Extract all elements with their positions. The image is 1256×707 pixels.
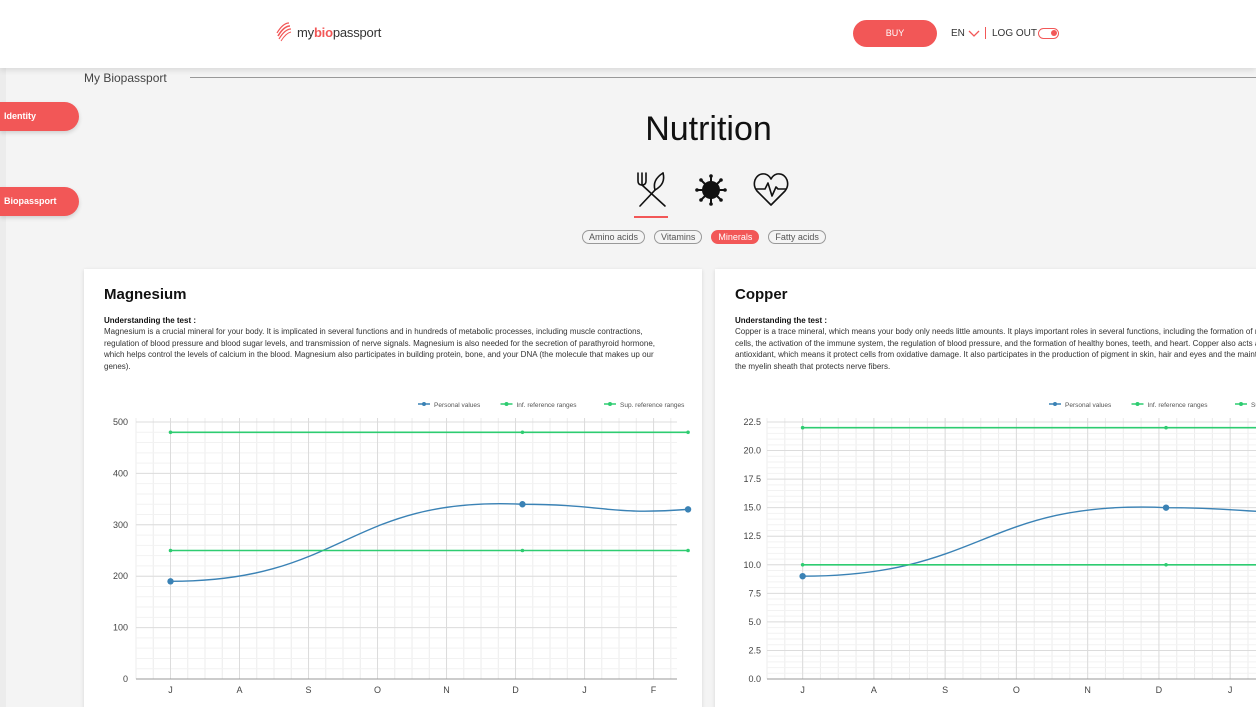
- data-point: [167, 578, 174, 585]
- y-tick-label: 10.0: [743, 560, 761, 570]
- y-tick-label: 22.5: [743, 417, 761, 427]
- data-point: [1164, 425, 1168, 430]
- x-tick-label: J: [1228, 685, 1233, 695]
- legend-marker: [1239, 402, 1243, 406]
- y-tick-label: 17.5: [743, 474, 761, 484]
- legend-label: Inf. reference ranges: [517, 402, 578, 409]
- logout-toggle[interactable]: [1038, 28, 1059, 39]
- data-point: [519, 501, 526, 508]
- card-description: Magnesium is a crucial mineral for your …: [104, 327, 655, 372]
- legend-marker: [608, 402, 612, 406]
- card-description: Copper is a trace mineral, which means y…: [735, 327, 1256, 372]
- series-line: [170, 503, 689, 583]
- data-point: [686, 548, 690, 553]
- language-selector[interactable]: EN: [951, 28, 980, 39]
- logo[interactable]: mybiopassport: [275, 22, 381, 42]
- legend-label: Sup. reference ranges: [620, 402, 685, 409]
- virus-icon[interactable]: [692, 168, 730, 210]
- magnesium-card: Magnesium Understanding the test : Magne…: [84, 269, 702, 707]
- x-tick-label: F: [651, 685, 657, 695]
- data-point: [686, 430, 690, 435]
- legend-marker: [504, 402, 509, 406]
- data-point: [799, 573, 806, 580]
- x-tick-label: N: [443, 685, 450, 695]
- chevron-down-icon: [968, 30, 980, 37]
- tab-vitamins[interactable]: Vitamins: [654, 230, 703, 244]
- understanding-label: Understanding the test :: [104, 316, 197, 325]
- magnesium-chart: 0 100 200 300 400 500 J A S O N D J F Personal values I…: [113, 402, 692, 695]
- series-line: [802, 506, 1256, 577]
- copper-chart: 0.0 2.5 5.0 7.5 10.0 12.5 15.0 17.5 20.0 22.5 J A S O…: [743, 402, 1256, 695]
- x-tick-label: D: [512, 685, 519, 695]
- sidebar-item-identity[interactable]: Identity: [0, 102, 79, 131]
- logo-icon: [276, 22, 292, 42]
- heart-pulse-icon[interactable]: [752, 168, 790, 210]
- y-tick-label: 5.0: [748, 617, 761, 627]
- data-point: [800, 425, 805, 430]
- category-icons: [632, 168, 790, 218]
- understanding-label: Understanding the test :: [735, 316, 828, 325]
- legend-label: Personal values: [1065, 402, 1112, 409]
- page-title: Nutrition: [645, 110, 772, 148]
- data-point: [520, 548, 525, 553]
- data-point: [168, 548, 173, 553]
- x-tick-label: N: [1084, 685, 1091, 695]
- y-tick-label: 7.5: [748, 588, 761, 598]
- header-separator: [985, 27, 986, 39]
- y-tick-label: 200: [113, 571, 128, 581]
- buy-button[interactable]: BUY: [853, 20, 937, 47]
- y-tick-label: 300: [113, 520, 128, 530]
- legend-label: Personal values: [434, 402, 481, 409]
- legend-label: Sup. reference ranges: [1251, 402, 1256, 409]
- y-tick-label: 0.0: [748, 674, 761, 684]
- tab-fatty-acids[interactable]: Fatty acids: [768, 230, 826, 244]
- data-point: [168, 430, 173, 435]
- x-tick-label: S: [306, 685, 312, 695]
- logo-text: mybiopassport: [297, 24, 382, 40]
- left-edge: [0, 68, 6, 707]
- x-tick-label: O: [374, 685, 381, 695]
- legend-label: Inf. reference ranges: [1148, 402, 1209, 409]
- y-tick-label: 12.5: [743, 531, 761, 541]
- y-tick-label: 0: [123, 674, 128, 684]
- copper-card: Copper Understanding the test : Copper i…: [715, 269, 1256, 707]
- data-point: [1164, 562, 1168, 567]
- y-tick-label: 2.5: [748, 645, 761, 655]
- legend-marker: [1053, 402, 1057, 406]
- legend-marker: [1135, 402, 1140, 406]
- x-tick-label: A: [237, 685, 243, 695]
- x-tick-label: O: [1013, 685, 1020, 695]
- logout-link[interactable]: LOG OUT: [992, 28, 1038, 39]
- tab-minerals[interactable]: Minerals: [711, 230, 760, 244]
- x-tick-label: S: [942, 685, 948, 695]
- y-tick-label: 400: [113, 468, 128, 478]
- top-bar: mybiopassport BUY EN LOG OUT: [0, 0, 1256, 68]
- x-tick-label: A: [871, 685, 877, 695]
- tab-amino-acids[interactable]: Amino acids: [582, 230, 646, 244]
- sidebar-item-biopassport[interactable]: Biopassport: [0, 187, 79, 216]
- nutrient-tabs: Amino acids Vitamins Minerals Fatty acid…: [582, 230, 826, 244]
- language-label: EN: [951, 28, 965, 39]
- x-tick-label: J: [582, 685, 587, 695]
- y-tick-label: 20.0: [743, 446, 761, 456]
- x-tick-label: D: [1156, 685, 1163, 695]
- data-point: [520, 430, 525, 435]
- breadcrumb-divider: [190, 77, 1256, 78]
- data-point: [800, 562, 805, 567]
- data-point: [1162, 504, 1170, 511]
- y-tick-label: 500: [113, 417, 128, 427]
- y-tick-label: 100: [113, 623, 128, 633]
- fork-knife-icon[interactable]: [632, 168, 670, 218]
- card-title: Magnesium: [104, 286, 187, 303]
- card-title: Copper: [735, 286, 788, 303]
- data-point: [684, 506, 692, 513]
- breadcrumb[interactable]: My Biopassport: [84, 71, 167, 85]
- legend-marker: [422, 402, 426, 406]
- x-tick-label: J: [800, 685, 805, 695]
- x-tick-label: J: [168, 685, 173, 695]
- y-tick-label: 15.0: [743, 503, 761, 513]
